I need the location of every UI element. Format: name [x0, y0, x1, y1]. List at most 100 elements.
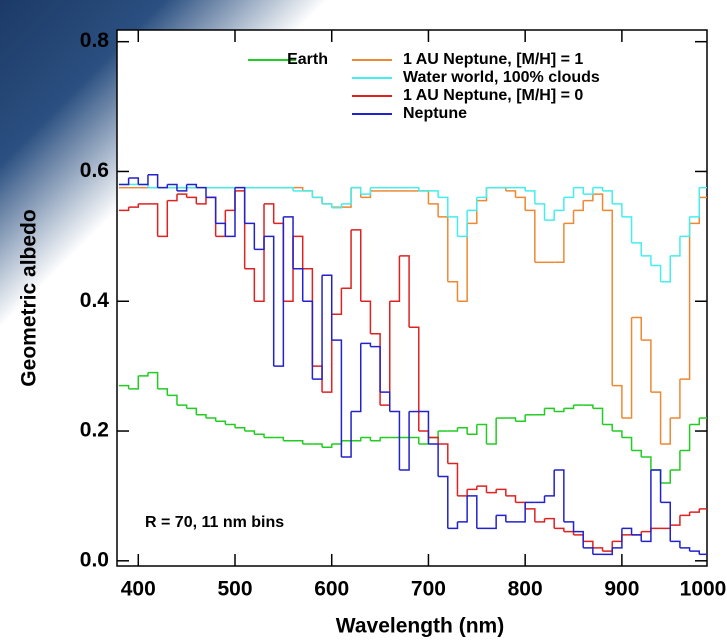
line-step — [525, 209, 536, 263]
line-step — [467, 486, 478, 491]
line-step — [467, 424, 478, 436]
line-step — [293, 235, 304, 269]
legend-label: 1 AU Neptune, [M/H] = 0 — [403, 87, 583, 104]
line-step — [689, 418, 701, 426]
line-step — [447, 521, 459, 530]
line-step — [602, 190, 613, 204]
line-step — [602, 547, 613, 556]
line-step — [360, 436, 372, 441]
line-step — [196, 197, 207, 205]
line-step — [641, 339, 652, 393]
line-step — [351, 343, 362, 413]
line-step — [660, 469, 671, 484]
line-step — [621, 317, 633, 419]
line-step — [544, 517, 555, 529]
line-step — [118, 384, 130, 389]
line-step — [486, 418, 497, 445]
line-step — [293, 440, 304, 445]
line-step — [128, 177, 140, 185]
line-step — [428, 443, 439, 477]
line-step — [264, 203, 275, 224]
line-step — [447, 427, 459, 432]
line-step — [196, 414, 207, 419]
line-step — [486, 515, 497, 530]
line-step — [186, 183, 198, 188]
line-step — [457, 223, 468, 302]
line-step — [176, 404, 188, 409]
y-tick-label: 0.0 — [80, 548, 109, 571]
line-step — [544, 210, 555, 221]
line-step — [322, 203, 333, 208]
line-step — [331, 203, 343, 209]
line-step — [138, 174, 149, 186]
line-step — [486, 489, 497, 494]
line-step — [679, 223, 691, 380]
line-step — [176, 193, 188, 198]
line-step — [167, 194, 178, 202]
line-step — [515, 414, 526, 423]
line-step — [380, 391, 391, 412]
line-step — [147, 371, 159, 389]
line-step — [293, 186, 304, 191]
line-step — [505, 190, 517, 198]
line-step — [631, 316, 642, 341]
line-step — [544, 407, 555, 412]
line-step — [583, 547, 594, 555]
line-step — [515, 196, 526, 211]
line-step — [612, 203, 623, 217]
line-step — [467, 197, 478, 212]
line-step — [457, 495, 468, 523]
line-step — [544, 469, 555, 497]
line-step — [592, 186, 604, 191]
line-step — [341, 229, 352, 290]
line-step — [118, 207, 130, 212]
line-step — [679, 216, 691, 238]
line-step — [264, 235, 275, 367]
line-step — [322, 314, 333, 393]
line-step — [457, 427, 468, 435]
line-step — [360, 300, 372, 334]
y-tick-label: 0.2 — [80, 419, 109, 442]
line-step — [351, 229, 362, 302]
legend-label: Neptune — [403, 105, 467, 122]
line-step — [641, 469, 652, 543]
line-step — [631, 534, 642, 542]
line-step — [476, 187, 488, 199]
line-step — [476, 423, 488, 445]
line-step — [612, 384, 623, 419]
line-step — [370, 345, 381, 393]
line-step — [563, 521, 575, 532]
line-step — [157, 200, 169, 238]
line-step — [176, 184, 188, 192]
line-step — [244, 222, 256, 250]
line-step — [341, 187, 352, 205]
x-tick-label: 700 — [411, 578, 446, 601]
line-step — [670, 236, 681, 257]
line-step — [138, 372, 149, 377]
line-step — [554, 197, 565, 212]
line-step — [235, 186, 246, 224]
line-step — [534, 495, 546, 504]
line-step — [563, 187, 575, 199]
line-step — [389, 410, 401, 470]
line-step — [205, 417, 217, 422]
line-step — [418, 410, 430, 445]
line-step — [438, 196, 449, 217]
line-step — [370, 437, 381, 442]
y-tick-label: 0.4 — [80, 289, 110, 312]
line-step — [157, 388, 169, 396]
line-step — [573, 200, 584, 212]
line-step — [302, 190, 314, 198]
line-step — [322, 444, 333, 448]
line-step — [215, 222, 227, 237]
line-step — [612, 430, 623, 438]
line-step — [660, 255, 671, 283]
line-step — [215, 420, 227, 425]
line-step — [525, 190, 536, 204]
line-step — [679, 512, 691, 517]
line-step — [660, 418, 671, 445]
line-step — [650, 469, 662, 503]
legend-label: Earth — [287, 51, 328, 68]
